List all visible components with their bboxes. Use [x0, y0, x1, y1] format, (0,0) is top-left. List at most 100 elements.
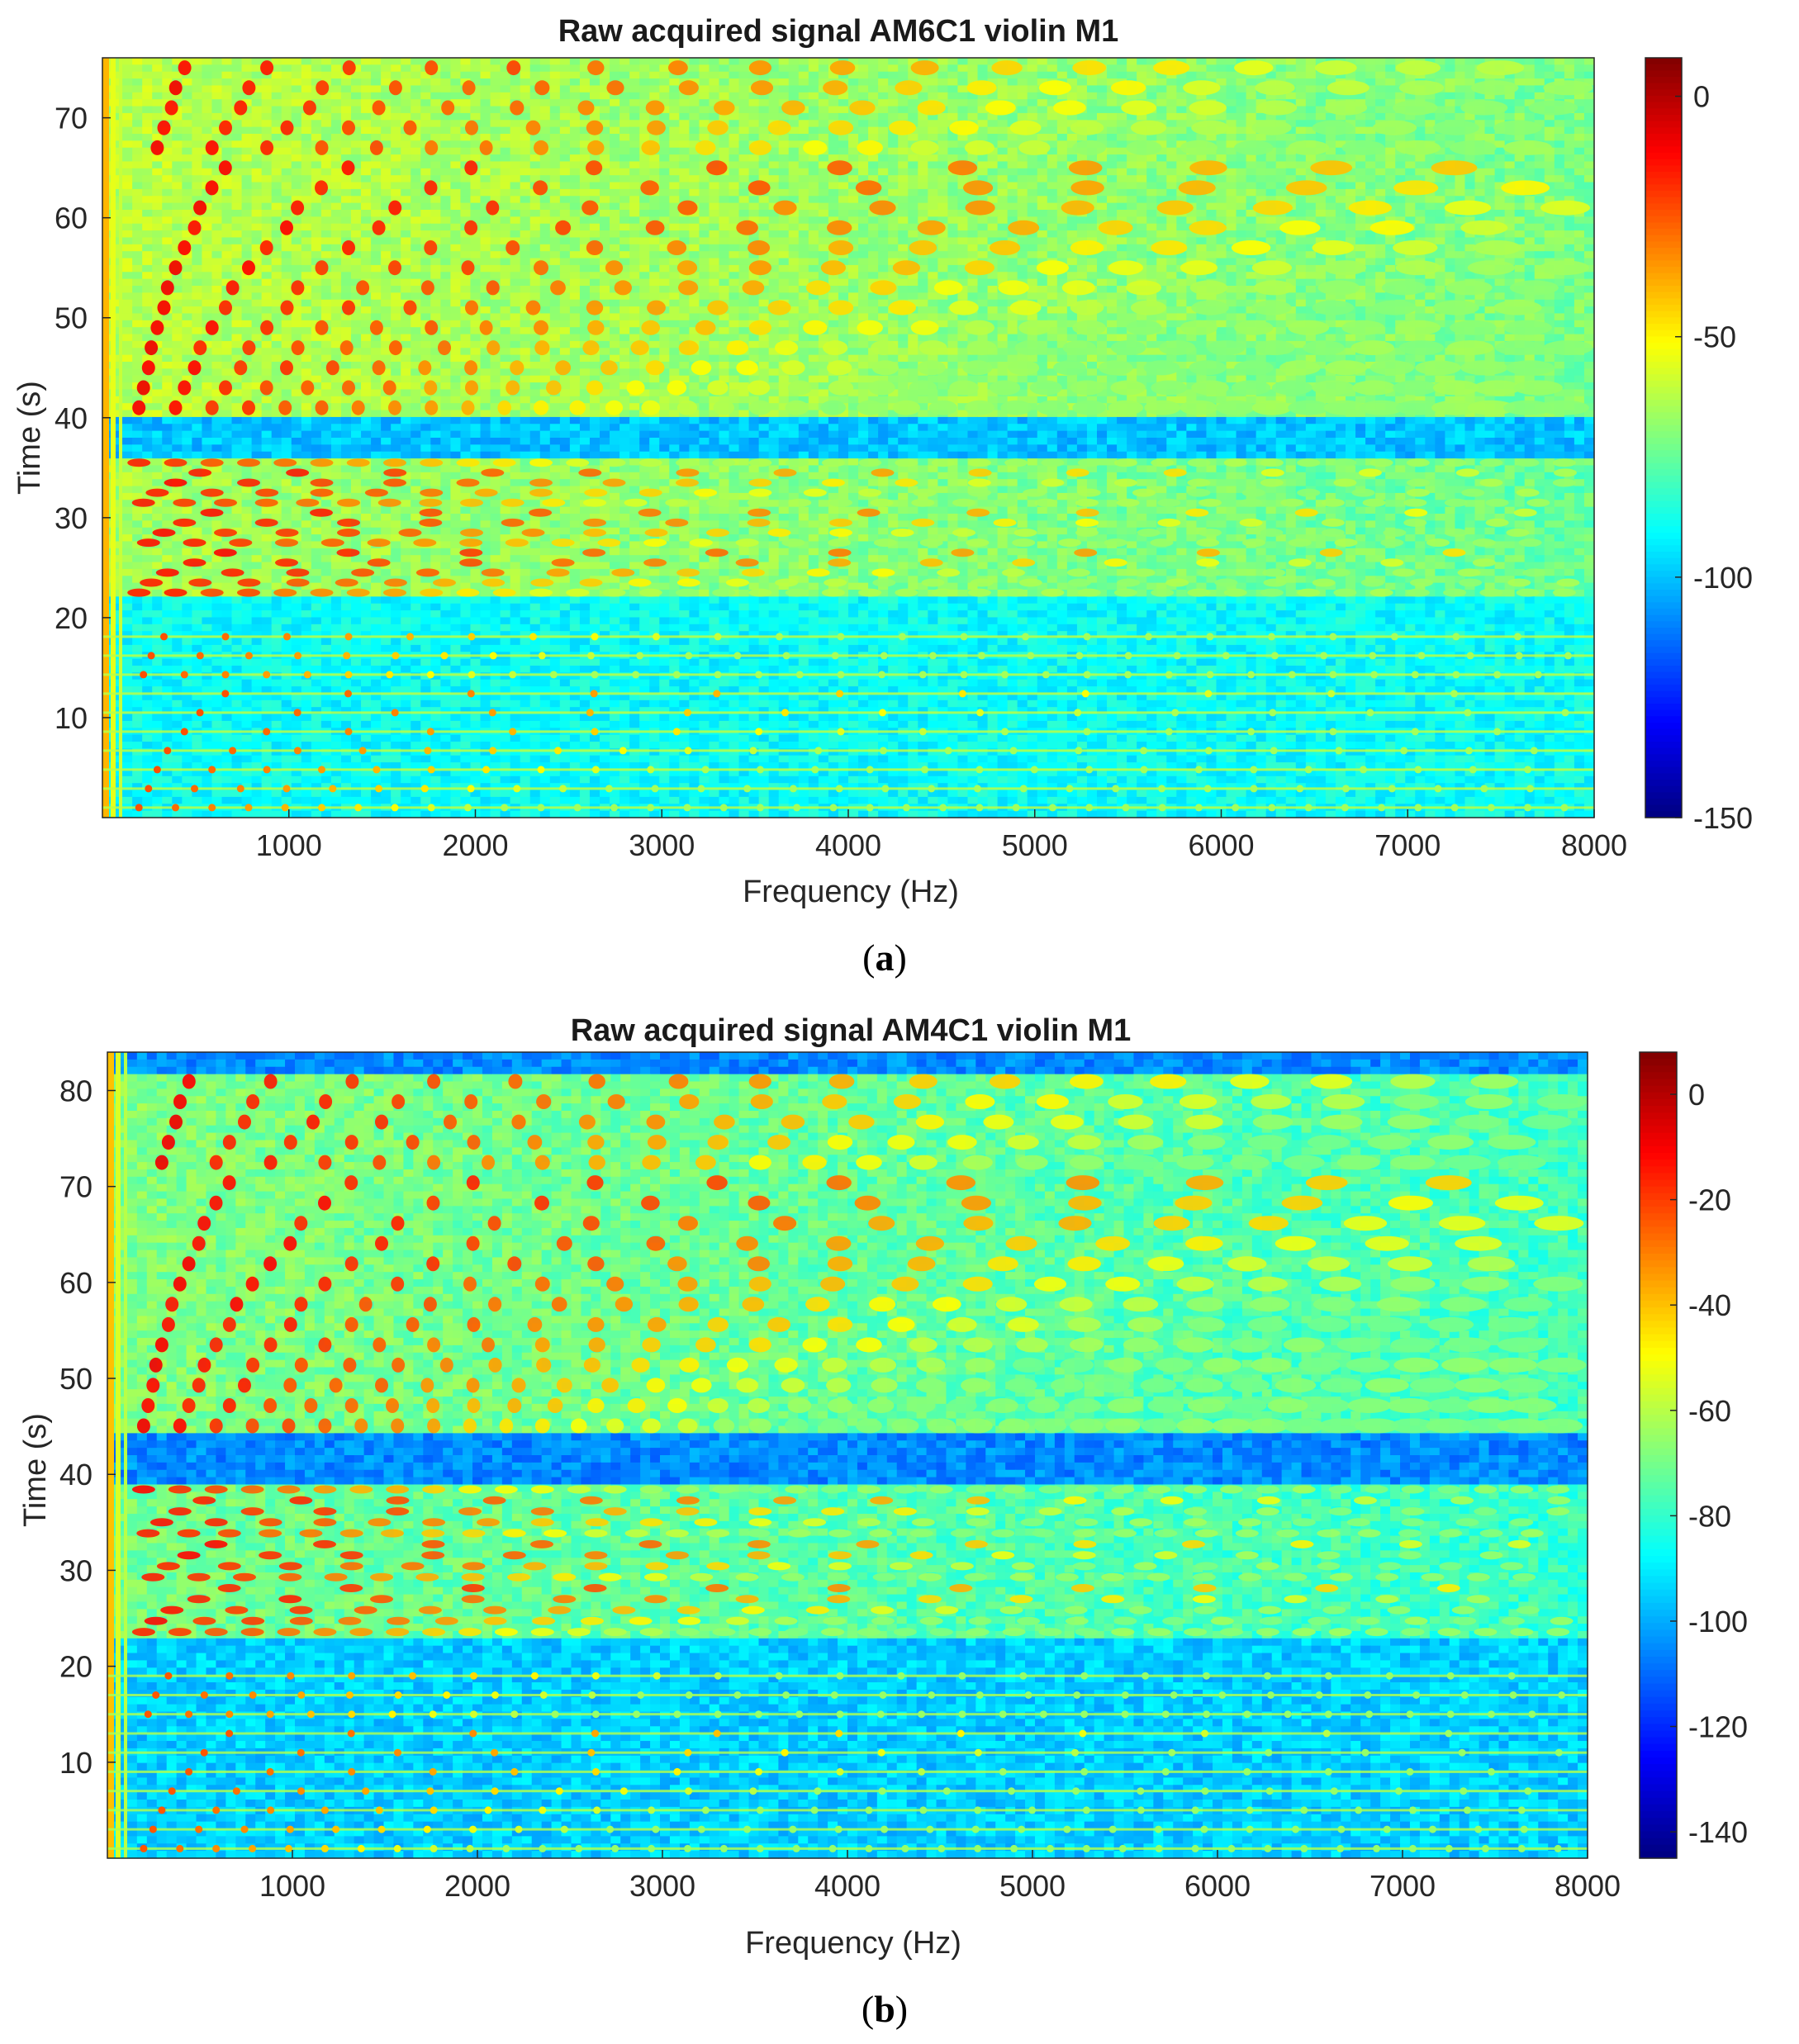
harmonic-blob — [467, 1175, 480, 1190]
x-tick-label: 8000 — [1561, 828, 1627, 862]
harmonic-blob — [260, 320, 273, 335]
harmonic-blob — [1256, 1628, 1279, 1636]
colorbar-step — [1645, 672, 1682, 679]
pluck-mark — [392, 652, 399, 659]
harmonic-blob — [1108, 1358, 1142, 1373]
harmonic-blob — [218, 1562, 241, 1570]
pluck-mark — [866, 804, 874, 811]
harmonic-blob — [583, 529, 606, 537]
pluck-mark — [592, 766, 600, 773]
pluck-mark — [1488, 804, 1495, 811]
harmonic-blob — [426, 1256, 439, 1271]
harmonic-blob — [1131, 121, 1166, 135]
pluck-mark — [961, 633, 968, 640]
harmonic-blob — [1067, 1317, 1101, 1332]
colorbar-step — [1640, 1710, 1677, 1718]
harmonic-blob — [1117, 579, 1140, 587]
harmonic-blob — [1144, 401, 1180, 415]
harmonic-blob — [511, 1115, 525, 1130]
colorbar-step — [1640, 1489, 1677, 1496]
harmonic-blob — [137, 381, 150, 396]
colorbar-step — [1645, 773, 1682, 780]
harmonic-blob — [205, 1518, 228, 1526]
harmonic-blob — [1324, 260, 1366, 275]
harmonic-blob — [1546, 1486, 1569, 1494]
harmonic-blob — [589, 1074, 605, 1089]
harmonic-blob — [206, 320, 219, 335]
harmonic-blob — [1453, 1617, 1476, 1625]
pluck-mark — [685, 747, 692, 754]
harmonic-blob — [869, 201, 895, 216]
harmonic-blob — [1488, 1317, 1536, 1332]
pluck-mark — [776, 633, 783, 640]
harmonic-blob — [1111, 80, 1146, 95]
pluck-mark — [1296, 785, 1303, 792]
pluck-mark — [1075, 747, 1082, 754]
colorbar-step — [1645, 336, 1682, 343]
harmonic-blob — [1460, 360, 1507, 375]
harmonic-blob — [642, 1155, 661, 1170]
harmonic-blob — [1495, 340, 1543, 355]
colorbar-step — [1640, 1623, 1677, 1630]
harmonic-blob — [911, 519, 934, 527]
harmonic-blob — [1111, 340, 1146, 355]
pluck-mark — [267, 1710, 274, 1718]
harmonic-blob — [1407, 458, 1430, 467]
harmonic-blob — [871, 1606, 894, 1615]
harmonic-blob — [1234, 140, 1273, 155]
harmonic-blob — [205, 1540, 228, 1548]
harmonic-blob — [1068, 1196, 1102, 1211]
harmonic-blob — [1368, 1135, 1412, 1150]
pluck-mark — [1409, 1845, 1417, 1852]
harmonic-blob — [234, 360, 247, 375]
harmonic-blob — [1075, 1518, 1098, 1526]
harmonic-blob — [140, 579, 163, 587]
harmonic-blob — [1230, 1378, 1270, 1392]
harmonic-blob — [465, 381, 478, 396]
harmonic-blob — [459, 548, 482, 557]
harmonic-blob — [708, 1398, 729, 1413]
pluck-mark — [918, 1768, 925, 1776]
harmonic-blob — [234, 101, 247, 116]
y-tick-label: 70 — [55, 102, 88, 135]
pluck-mark — [757, 1806, 764, 1814]
harmonic-blob — [1500, 1378, 1549, 1392]
harmonic-blob — [786, 589, 809, 597]
harmonic-blob — [676, 589, 699, 597]
harmonic-blob — [460, 499, 483, 507]
pluck-mark — [1325, 1672, 1332, 1680]
harmonic-blob — [895, 589, 918, 597]
harmonic-blob — [1257, 101, 1297, 116]
pluck-mark — [509, 671, 516, 678]
harmonic-blob — [1327, 568, 1350, 576]
pluck-mark — [593, 1806, 600, 1814]
harmonic-blob — [1517, 1606, 1540, 1615]
pluck-mark — [348, 1672, 355, 1680]
harmonic-blob — [1399, 1540, 1422, 1548]
harmonic-blob — [1194, 1606, 1217, 1615]
harmonic-blob — [748, 1507, 771, 1515]
harmonic-blob — [508, 1074, 522, 1089]
colorbar-step — [1645, 108, 1682, 115]
harmonic-blob — [427, 1155, 440, 1170]
pluck-mark — [1022, 633, 1029, 640]
harmonic-blob — [749, 320, 771, 335]
harmonic-blob — [548, 1606, 571, 1615]
harmonic-blob — [1365, 1378, 1409, 1392]
harmonic-blob — [579, 1115, 596, 1130]
colorbar-ticks: 0-20-40-60-80-100-120-140 — [1670, 1078, 1748, 1849]
pluck-mark — [1474, 1826, 1482, 1833]
harmonic-blob — [303, 101, 316, 116]
pluck-mark — [345, 633, 353, 640]
pluck-mark — [185, 1710, 192, 1718]
x-axis-label: Frequency (Hz) — [745, 1926, 961, 1961]
pluck-mark — [975, 1749, 982, 1757]
harmonic-blob — [169, 1115, 183, 1130]
harmonic-blob — [511, 1378, 525, 1392]
harmonic-blob — [529, 509, 552, 517]
harmonic-blob — [1058, 1216, 1091, 1231]
pluck-mark — [811, 1806, 819, 1814]
harmonic-blob — [255, 499, 278, 507]
pluck-mark — [1201, 1730, 1208, 1738]
y-axis-label: Time (s) — [12, 381, 47, 495]
